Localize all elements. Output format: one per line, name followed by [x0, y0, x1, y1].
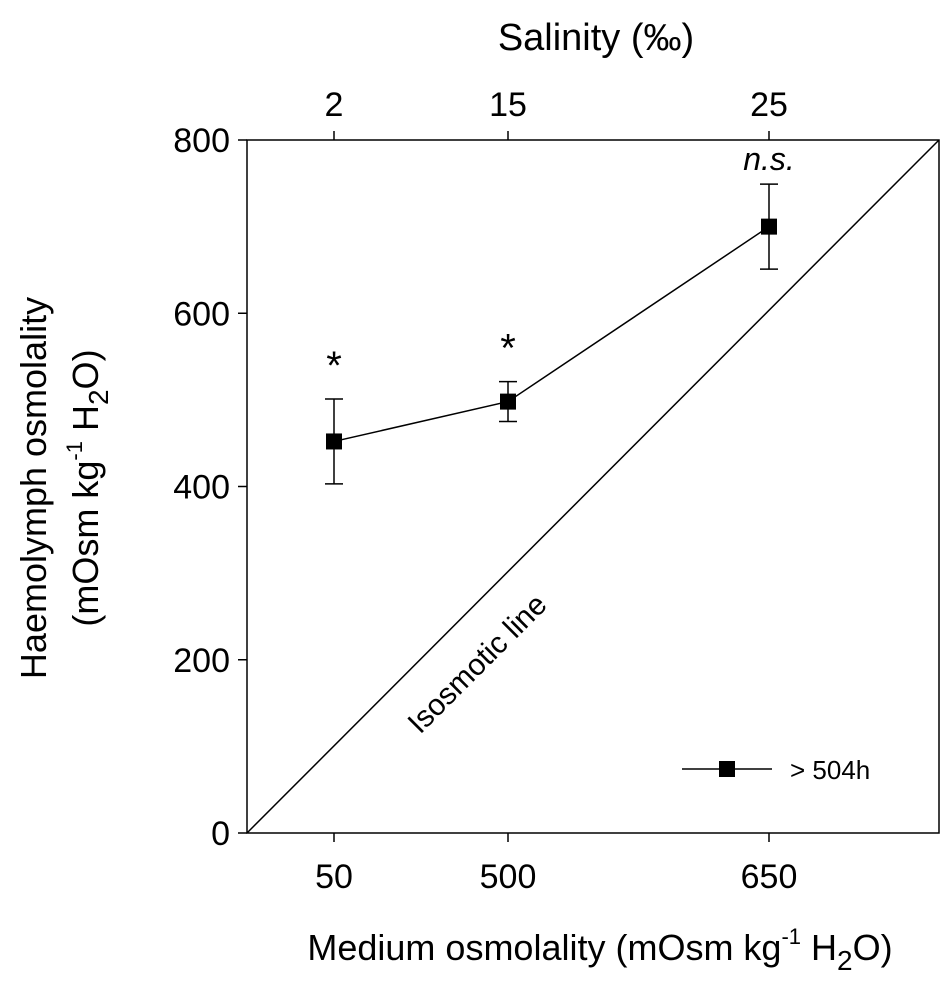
x-tick-label: 50 — [315, 858, 353, 896]
data-point-marker — [761, 218, 777, 235]
significance-annotation: n.s. — [743, 141, 795, 177]
y-axis-title-line2-sup: -1 — [62, 441, 87, 461]
y-tick-label: 400 — [173, 469, 230, 507]
y-axis: 0 200 400 600 800 — [173, 122, 247, 853]
legend: > 504h — [682, 755, 870, 785]
y-axis-title-line2-end: O) — [65, 349, 106, 389]
data-point-marker — [326, 433, 342, 450]
y-axis-title-line2-sub: 2 — [83, 389, 114, 405]
x-axis: 50 500 650 — [315, 833, 797, 896]
y-axis-title-line2-main: (mOsm kg — [65, 461, 106, 627]
top-axis-title: Salinity (‰) — [498, 17, 694, 59]
y-axis-title: Haemolymph osmolality (mOsm kg-1 H2O) — [13, 297, 114, 679]
series-group: * * n.s. — [325, 141, 795, 485]
y-axis-title-line2-h: H — [65, 405, 106, 441]
x-tick-label: 500 — [480, 858, 537, 896]
top-tick-label: 25 — [750, 86, 788, 124]
y-tick-label: 800 — [173, 122, 230, 160]
significance-annotation: * — [326, 344, 342, 388]
x-axis-title-sub: 2 — [837, 945, 853, 976]
series-line — [333, 226, 770, 443]
significance-annotation: * — [500, 327, 516, 371]
isosmotic-line-label: Isosmotic line — [402, 588, 554, 740]
x-tick-label: 650 — [741, 858, 798, 896]
top-tick-label: 15 — [489, 86, 527, 124]
legend-label: > 504h — [790, 755, 870, 785]
x-axis-title-sup: -1 — [781, 924, 801, 949]
isosmotic-line — [246, 139, 940, 834]
y-tick-label: 200 — [173, 642, 230, 680]
y-axis-title-line1: Haemolymph osmolality — [13, 297, 54, 679]
x-axis-title-h: H — [801, 927, 837, 968]
x-axis-title-end: O) — [853, 927, 893, 968]
y-axis-title-line2: (mOsm kg-1 H2O) — [62, 349, 114, 626]
y-tick-label: 0 — [211, 815, 230, 853]
data-point-marker — [500, 393, 516, 410]
x-axis-title-main: Medium osmolality (mOsm kg — [307, 927, 781, 968]
x-axis-title: Medium osmolality (mOsm kg-1 H2O) — [307, 924, 892, 976]
y-tick-label: 600 — [173, 295, 230, 333]
legend-marker — [719, 761, 735, 777]
top-tick-label: 2 — [325, 86, 344, 124]
top-axis: 2 15 25 — [325, 86, 788, 140]
